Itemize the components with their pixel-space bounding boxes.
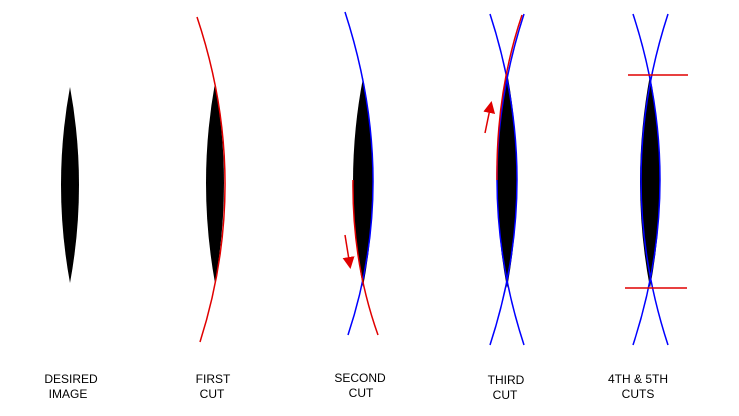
cut-arc — [640, 13, 669, 346]
cut-arc — [352, 179, 379, 336]
lens — [497, 72, 517, 288]
panel-label: CUT — [349, 386, 374, 400]
panel-label: SECOND — [334, 371, 386, 385]
panel-label: FIRST — [196, 372, 231, 386]
arrow — [483, 101, 496, 134]
cut-arc — [632, 13, 661, 346]
panel-label: IMAGE — [49, 387, 88, 401]
panel-label: DESIRED — [44, 372, 98, 386]
cut-arc — [344, 11, 374, 336]
panel-label: CUTS — [622, 387, 655, 401]
cut-arc — [196, 16, 226, 343]
arrow — [342, 234, 355, 269]
lens — [640, 75, 660, 288]
panel-label: CUT — [493, 388, 518, 402]
lens — [206, 83, 224, 283]
lens — [353, 78, 373, 287]
lens — [61, 87, 79, 283]
panel-label: 4TH & 5TH — [608, 372, 668, 386]
panel-label: THIRD — [488, 373, 525, 387]
panel-label: CUT — [200, 387, 225, 401]
cut-arc — [489, 13, 518, 346]
cut-arc — [496, 14, 523, 181]
